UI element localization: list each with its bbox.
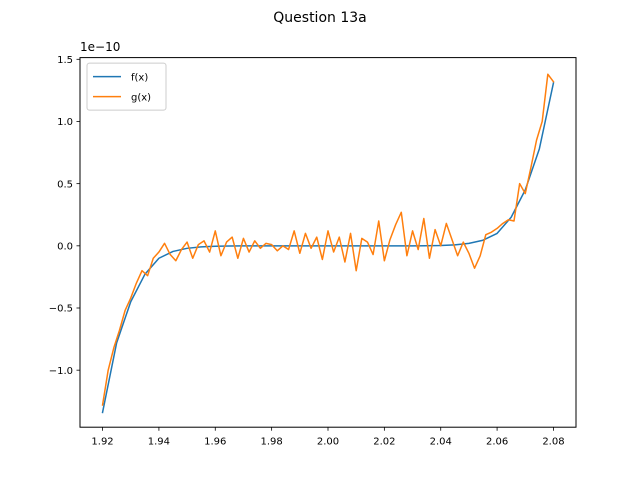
legend: f(x) g(x)	[86, 62, 167, 111]
legend-label: f(x)	[131, 73, 148, 84]
chart-title: Question 13a	[273, 10, 366, 26]
y-tick-label: 0.0	[57, 241, 73, 252]
y-tick-label: 1.0	[57, 117, 73, 128]
x-tick-label: 2.08	[542, 437, 564, 448]
y-axis: −1.0 −0.5 0.0 0.5 1.0 1.5	[49, 55, 80, 377]
legend-label: g(x)	[131, 93, 151, 104]
x-axis: 1.92 1.94 1.96 1.98 2.00 2.02 2.04 2.06 2.08	[91, 427, 565, 448]
y-tick-label: 1.5	[57, 55, 73, 66]
series-layer	[101, 73, 555, 414]
series-line-2	[101, 73, 555, 406]
x-tick-label: 2.04	[430, 437, 452, 448]
axes-frame	[79, 57, 577, 428]
y-tick-label: −1.0	[49, 366, 73, 377]
x-tick-label: 1.98	[261, 437, 283, 448]
y-tick-label: 0.5	[57, 179, 73, 190]
legend-box	[86, 62, 167, 111]
x-tick-label: 1.92	[91, 437, 113, 448]
y-tick-label: −0.5	[49, 304, 73, 315]
x-tick-label: 1.96	[204, 437, 226, 448]
x-tick-label: 1.94	[148, 437, 170, 448]
x-tick-label: 2.02	[373, 437, 395, 448]
x-tick-label: 2.00	[317, 437, 339, 448]
series-line-1	[101, 82, 555, 414]
y-offset-label: 1e−10	[80, 40, 120, 54]
x-tick-label: 2.06	[486, 437, 508, 448]
